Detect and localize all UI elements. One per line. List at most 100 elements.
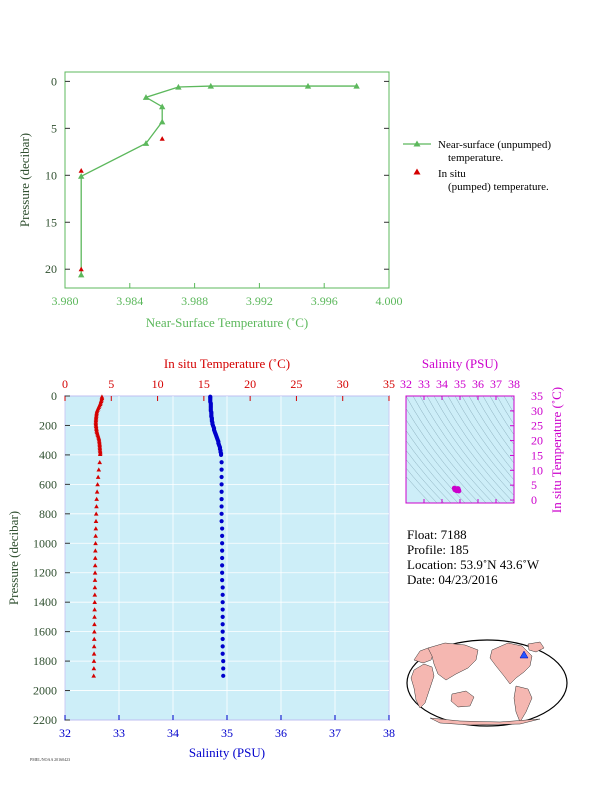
ts-density-contour xyxy=(475,396,514,455)
ts-density-contour xyxy=(447,396,514,489)
ts-density-contour xyxy=(496,396,514,425)
near-surface-pumped-point xyxy=(78,168,84,173)
ts-salinity-tick-label: 33 xyxy=(418,377,430,391)
profile-salinity-tick-label: 33 xyxy=(113,726,125,740)
profile-temperature-point xyxy=(93,526,99,531)
profile-salinity-point xyxy=(218,452,224,458)
ts-salinity-tick-label: 37 xyxy=(490,377,502,391)
profile-pressure-tick-label: 2200 xyxy=(33,713,57,727)
ts-temperature-tick-label: 30 xyxy=(531,404,543,418)
footer-note: PMEL/NOAA 20160423 xyxy=(30,757,70,762)
near-surface-x-tick-label: 3.992 xyxy=(246,294,273,308)
near-surface-unpumped-point xyxy=(304,82,312,89)
profile-salinity-ticks: 32 33 34 35 36 37 38 xyxy=(59,715,395,740)
profile-temperature-point xyxy=(92,607,97,612)
ts-density-contour xyxy=(406,459,445,503)
ts-marks xyxy=(451,485,462,494)
ts-density-contour xyxy=(406,396,487,503)
profile-temperature-tick-label: 0 xyxy=(62,377,68,391)
ts-salinity-tick-label: 32 xyxy=(400,377,412,391)
ts-temperature-tick-label: 20 xyxy=(531,434,543,448)
profile-temperature-point xyxy=(93,533,98,538)
profile-temperature-tick-label: 10 xyxy=(152,377,164,391)
ts-temperature-tick-label: 15 xyxy=(531,448,543,462)
world-map xyxy=(406,639,568,727)
ts-temperature-tick-label: 10 xyxy=(531,463,543,477)
near-surface-y-axis-label: Pressure (decibar) xyxy=(17,133,32,227)
ts-density-contour xyxy=(433,396,514,503)
near-surface-plot-frame xyxy=(64,71,390,289)
map-float-location-marker xyxy=(519,650,529,659)
map-antarctica xyxy=(429,717,541,726)
float-info: Float: 7188 Profile: 185 Location: 53.9˚… xyxy=(407,527,539,587)
profile-temperature-point xyxy=(91,666,97,671)
profile-salinity-point xyxy=(220,600,225,605)
profile-salinity-tick-label: 36 xyxy=(275,726,287,740)
near-surface-y-tick-label: 10 xyxy=(45,168,57,182)
ts-density-contour xyxy=(468,396,514,464)
profile-salinity-point xyxy=(220,592,225,597)
legend-unpumped-label: Near-surface (unpumped) temperature. xyxy=(438,139,551,164)
profile-salinity-point xyxy=(220,526,225,531)
map-greenland xyxy=(527,641,545,653)
profile-pressure-tick-label: 1400 xyxy=(33,595,57,609)
profile-salinity-point xyxy=(220,636,225,642)
profile-temperature-point xyxy=(93,511,99,516)
near-surface-y-tick-label: 20 xyxy=(45,262,57,276)
near-surface-unpumped-point xyxy=(207,82,214,89)
profile-pressure-tick-label: 1600 xyxy=(33,625,57,639)
profile-temperature-tick-label: 25 xyxy=(290,377,302,391)
profile-salinity-point xyxy=(220,563,225,568)
profile-temperature-point xyxy=(92,585,98,590)
profile-temperature-point xyxy=(91,644,97,649)
profile-temperature-point xyxy=(93,548,98,553)
profile-pressure-axis-label: Pressure (decibar) xyxy=(6,511,21,605)
ts-salinity-tick-label: 38 xyxy=(508,377,520,391)
ts-salinity-tick-label: 35 xyxy=(454,377,466,391)
profile-salinity-point xyxy=(220,651,225,656)
ts-density-contour xyxy=(406,476,431,503)
profile-salinity-point xyxy=(219,460,224,465)
profile-salinity-point xyxy=(219,489,224,494)
near-surface-legend: Near-surface (unpumped) temperature. In s… xyxy=(403,139,551,193)
near-surface-x-tick-label: 3.988 xyxy=(181,294,208,308)
profile-salinity-point xyxy=(220,533,225,539)
profile-marks xyxy=(91,394,226,678)
profile-temperature-tick-label: 30 xyxy=(337,377,349,391)
profile-temperature-point xyxy=(91,651,97,656)
near-surface-x-tick-label: 3.980 xyxy=(52,294,79,308)
profile-temperature-ticks: 0 5 10 15 20 25 30 35 xyxy=(62,377,395,401)
profile-salinity-point xyxy=(220,541,225,546)
profile-temperature-point xyxy=(97,459,103,465)
ts-point xyxy=(454,487,460,494)
ts-temperature-axis-label: In situ Temperature (˚C) xyxy=(549,387,564,513)
ts-density-contour xyxy=(461,396,514,472)
profile-salinity-point xyxy=(220,570,225,575)
profile-temperature-point xyxy=(97,451,103,457)
near-surface-y-tick-label: 0 xyxy=(51,74,57,88)
ts-density-contour xyxy=(419,396,501,503)
ts-density-contour xyxy=(503,396,514,414)
ts-density-contours xyxy=(406,396,514,503)
near-surface-pumped-point xyxy=(159,136,165,141)
profile-pressure-tick-label: 400 xyxy=(39,448,57,462)
profile-salinity-point xyxy=(220,577,225,583)
location: Location: 53.9˚N 43.6˚W xyxy=(407,557,540,572)
ts-salinity-axis-label: Salinity (PSU) xyxy=(422,356,498,371)
float-id: Float: 7188 xyxy=(407,527,467,542)
legend-pumped-label: In situ (pumped) temperature. xyxy=(438,168,549,193)
profile-temperature-point xyxy=(96,467,102,472)
profile-salinity-tick-label: 32 xyxy=(59,726,71,740)
near-surface-unpumped-point xyxy=(353,82,360,89)
profile-temperature-point xyxy=(92,563,98,568)
profile-salinity-tick-label: 38 xyxy=(383,726,395,740)
profile-temperature-point xyxy=(94,489,100,494)
profile-temperature-point xyxy=(91,673,96,678)
ts-density-contour xyxy=(440,396,514,496)
profile-salinity-tick-label: 34 xyxy=(167,726,179,740)
profile-temperature-point xyxy=(93,518,99,524)
map-australia xyxy=(450,690,475,708)
profile-salinity-axis-label: Salinity (PSU) xyxy=(189,745,265,760)
profile-salinity-tick-label: 37 xyxy=(329,726,341,740)
